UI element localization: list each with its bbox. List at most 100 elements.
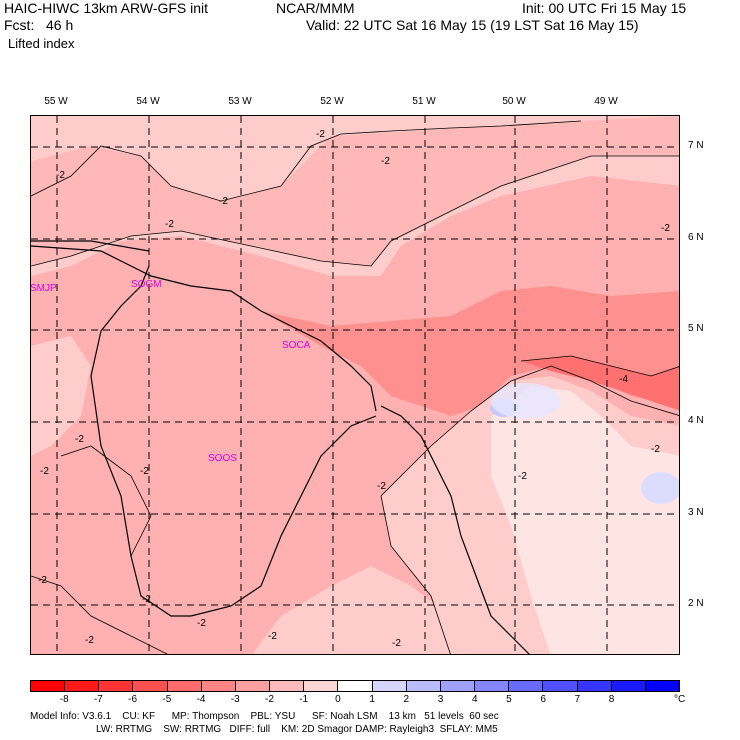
colorbar-tick-label: -6 (128, 694, 138, 705)
colorbar-cell (577, 681, 612, 691)
colorbar-cell (167, 681, 202, 691)
colorbar-cell (372, 681, 407, 691)
lifted-index-map (31, 116, 679, 654)
model-title: HAIC-HIWC 13km ARW-GFS init (4, 0, 209, 16)
colorbar-tick-label: 3 (437, 694, 444, 705)
contour-label: -2 (392, 638, 401, 649)
station-label-soca: SOCA (282, 340, 311, 351)
lat-lon-grid (31, 116, 679, 654)
contour-lines (31, 120, 679, 654)
colorbar-tick-label: -8 (59, 694, 69, 705)
contour-label: -2 (268, 631, 277, 642)
contour-label: -4 (619, 374, 628, 385)
contour-label: -2 (197, 618, 206, 629)
contour-minus2-se (380, 495, 451, 654)
fill-region-central-dark (261, 286, 679, 416)
border-suriname-fg (90, 265, 191, 617)
colorbar (30, 680, 680, 692)
lat-label-3n: 3 N (688, 507, 704, 518)
contour-label: -2 (219, 196, 228, 207)
contour-label: -2 (56, 170, 65, 181)
station-label-soos: SOOS (208, 453, 237, 464)
colorbar-cell (201, 681, 236, 691)
contour-minus2-north (31, 120, 582, 202)
contour-minus2-sw (31, 575, 168, 654)
station-label-smjp: SMJP (30, 283, 57, 294)
model-info-line2: LW: RRTMG SW: RRTMG DIFF: full KM: 2D Sm… (96, 724, 498, 735)
colorbar-tick-label: 1 (369, 694, 375, 705)
fill-region-sw-light (31, 336, 91, 456)
contour-label: -2 (316, 129, 325, 140)
contour-label: -2 (38, 575, 47, 586)
lat-label-5n: 5 N (688, 323, 704, 334)
lon-label-49w: 49 W (594, 96, 618, 107)
border-west-inner (31, 240, 150, 252)
colorbar-cell (475, 681, 510, 691)
coastline-borders (31, 240, 530, 654)
contour-label: -2 (85, 635, 94, 646)
field-name: Lifted index (8, 36, 75, 51)
lat-label-2n: 2 N (688, 598, 704, 609)
colorbar-cell (65, 681, 100, 691)
lon-label-52w: 52 W (320, 96, 344, 107)
contour-label: -2 (142, 594, 151, 605)
contour-minus2-west (31, 155, 679, 267)
contour-label: -2 (651, 444, 660, 455)
forecast-hour: Fcst: 46 h (4, 17, 74, 33)
lon-label-51w: 51 W (412, 96, 436, 107)
fill-region-se-lightest (491, 386, 679, 654)
colorbar-cell (406, 681, 441, 691)
lon-label-54w: 54 W (136, 96, 160, 107)
colorbar-tick-label: 7 (574, 694, 581, 705)
contour-label: -2 (661, 223, 670, 234)
init-time: Init: 00 UTC Fri 15 May 15 (522, 0, 687, 16)
lat-label-7n: 7 N (688, 140, 704, 151)
lon-label-50w: 50 W (502, 96, 526, 107)
colorbar-tick-label: 0 (335, 694, 341, 705)
colorbar-tick-label: 6 (540, 694, 546, 705)
org-label: NCAR/MMM (276, 0, 355, 16)
colorbar-cell (99, 681, 134, 691)
colorbar-cell (31, 681, 66, 691)
fill-region-blue-3 (641, 472, 679, 504)
lon-label-53w: 53 W (228, 96, 252, 107)
map-panel (30, 115, 680, 655)
colorbar-cell (645, 681, 679, 691)
colorbar-tick-label: -7 (93, 694, 103, 705)
contour-label: -2 (377, 481, 386, 492)
colorbar-tick-label: -5 (162, 694, 172, 705)
lat-label-4n: 4 N (688, 415, 704, 426)
colorbar-tick-label: -3 (230, 694, 240, 705)
station-label-sogm: SOGM (131, 279, 162, 290)
colorbar-tick-label: -1 (299, 694, 309, 705)
colorbar-tick-label: 8 (608, 694, 615, 705)
fill-region-nw-medium (31, 116, 679, 266)
colorbar-tick-label: 5 (506, 694, 512, 705)
colorbar-tick-label: -4 (196, 694, 206, 705)
coastline-guiana (31, 245, 377, 412)
contour-label: -2 (518, 471, 527, 482)
colorbar-tick-label: 2 (403, 694, 410, 705)
colorbar-cell (611, 681, 646, 691)
contour-minus4-east (520, 355, 679, 377)
colorbar-cell (304, 681, 339, 691)
colorbar-tick-label: -2 (265, 694, 274, 705)
contour-minus2-south (380, 365, 679, 497)
fill-region-south-light (252, 566, 470, 654)
colorbar-cell (235, 681, 271, 691)
contour-label: -2 (40, 466, 49, 477)
colorbar-cell (509, 681, 544, 691)
colorbar-cell (440, 681, 476, 691)
colorbar-cell (338, 681, 373, 691)
colorbar-cell (270, 681, 305, 691)
model-info-line1: Model Info: V3.6.1 CU: KF MP: Thompson P… (30, 711, 499, 722)
contour-label: -2 (165, 219, 174, 230)
contour-label: -2 (381, 156, 390, 167)
colorbar-tick-label: 4 (471, 694, 478, 705)
contour-label: -2 (75, 434, 84, 445)
border-fg-brazil (190, 415, 377, 617)
contour-label: -2 (140, 466, 149, 477)
lon-label-55w: 55 W (44, 96, 68, 107)
colorbar-unit: °C (674, 694, 686, 705)
valid-time: Valid: 22 UTC Sat 16 May 15 (19 LST Sat … (306, 17, 639, 33)
